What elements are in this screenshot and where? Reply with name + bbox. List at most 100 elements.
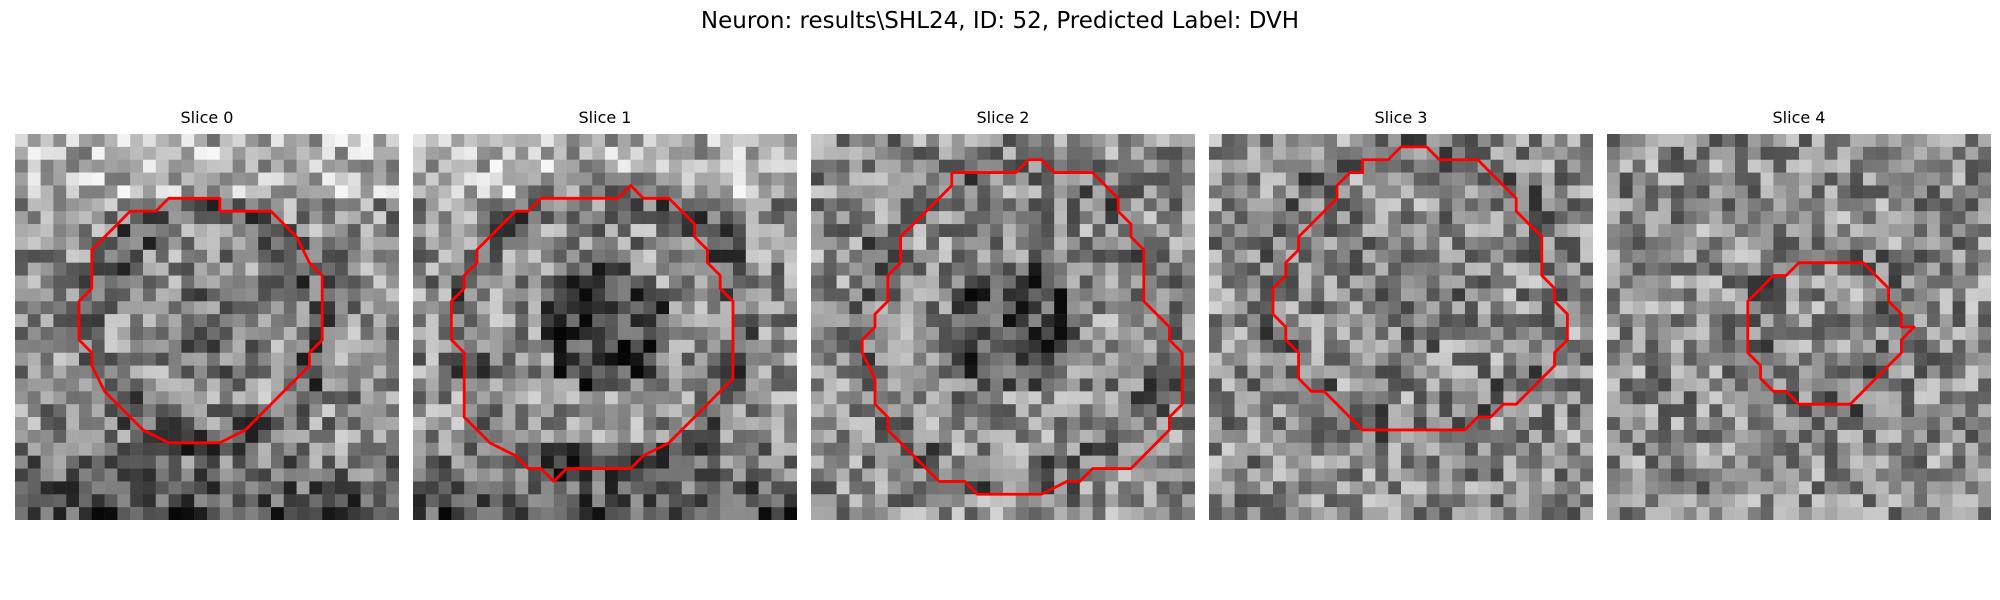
- image-pixel: [1735, 352, 1749, 366]
- image-pixel: [438, 455, 452, 469]
- image-pixel: [1285, 378, 1299, 392]
- image-pixel: [79, 275, 93, 289]
- image-pixel: [913, 391, 927, 405]
- image-pixel: [1439, 391, 1453, 405]
- image-pixel: [836, 211, 850, 225]
- image-pixel: [477, 262, 491, 276]
- image-pixel: [926, 339, 940, 353]
- image-pixel: [104, 327, 118, 341]
- image-pixel: [79, 365, 93, 379]
- image-pixel: [104, 365, 118, 379]
- image-pixel: [104, 198, 118, 212]
- image-pixel: [1709, 429, 1723, 444]
- image-pixel: [849, 481, 863, 495]
- image-pixel: [771, 327, 785, 341]
- image-pixel: [1041, 134, 1055, 148]
- image-pixel: [66, 327, 80, 341]
- image-pixel: [1439, 288, 1453, 302]
- image-pixel: [207, 211, 221, 225]
- image-pixel: [990, 455, 1004, 469]
- image-pixel: [155, 455, 169, 469]
- image-pixel: [579, 339, 593, 353]
- image-pixel: [502, 481, 516, 495]
- image-pixel: [720, 224, 734, 238]
- image-pixel: [1156, 275, 1170, 289]
- image-pixel: [232, 146, 246, 160]
- image-pixel: [681, 494, 695, 508]
- image-pixel: [977, 275, 991, 289]
- image-pixel: [1439, 455, 1453, 469]
- image-pixel: [1875, 159, 1889, 173]
- image-pixel: [758, 442, 772, 456]
- image-pixel: [27, 134, 41, 148]
- image-pixel: [1529, 301, 1543, 315]
- image-pixel: [913, 236, 927, 251]
- image-pixel: [1554, 275, 1568, 289]
- image-pixel: [1054, 352, 1068, 366]
- image-pixel: [1760, 494, 1774, 508]
- image-pixel: [386, 301, 399, 315]
- image-pixel: [1465, 288, 1479, 302]
- image-pixel: [771, 481, 785, 495]
- image-pixel: [413, 224, 427, 238]
- image-pixel: [515, 468, 529, 482]
- image-pixel: [360, 185, 374, 199]
- image-pixel: [926, 442, 940, 456]
- image-pixel: [784, 391, 797, 405]
- image-pixel: [1003, 327, 1017, 341]
- image-pixel: [15, 339, 29, 353]
- image-pixel: [219, 314, 233, 328]
- image-pixel: [1079, 301, 1093, 315]
- image-pixel: [811, 339, 825, 353]
- image-pixel: [1131, 301, 1145, 315]
- image-pixel: [1850, 185, 1864, 199]
- image-pixel: [951, 211, 965, 225]
- image-pixel: [143, 275, 157, 289]
- image-pixel: [528, 365, 542, 379]
- image-pixel: [1952, 391, 1966, 405]
- image-pixel: [1735, 262, 1749, 276]
- image-pixel: [617, 365, 631, 379]
- image-pixel: [1580, 185, 1593, 199]
- image-pixel: [964, 198, 978, 212]
- image-pixel: [155, 352, 169, 366]
- image-pixel: [1901, 172, 1915, 186]
- image-pixel: [1580, 327, 1593, 341]
- image-pixel: [1541, 378, 1555, 392]
- image-pixel: [168, 507, 182, 520]
- image-pixel: [27, 429, 41, 444]
- image-pixel: [1580, 417, 1593, 431]
- image-pixel: [1696, 314, 1710, 328]
- image-pixel: [232, 352, 246, 366]
- image-pixel: [1118, 172, 1132, 186]
- image-pixel: [130, 211, 144, 225]
- image-pixel: [1324, 159, 1338, 173]
- image-pixel: [1234, 314, 1248, 328]
- image-pixel: [1092, 339, 1106, 353]
- image-pixel: [707, 404, 721, 418]
- image-pixel: [1349, 378, 1363, 392]
- image-pixel: [1901, 224, 1915, 238]
- image-pixel: [784, 249, 797, 263]
- image-pixel: [271, 172, 285, 186]
- image-pixel: [1965, 224, 1979, 238]
- image-pixel: [1965, 288, 1979, 302]
- image-pixel: [1054, 262, 1068, 276]
- image-pixel: [541, 404, 555, 418]
- image-pixel: [1234, 198, 1248, 212]
- image-pixel: [990, 224, 1004, 238]
- image-pixel: [1875, 185, 1889, 199]
- image-pixel: [1015, 507, 1029, 520]
- image-pixel: [1362, 404, 1376, 418]
- image-pixel: [335, 159, 349, 173]
- image-pixel: [1619, 494, 1633, 508]
- image-pixel: [630, 481, 644, 495]
- image-pixel: [130, 172, 144, 186]
- image-pixel: [489, 468, 503, 482]
- image-pixel: [40, 352, 54, 366]
- image-pixel: [1567, 352, 1581, 366]
- image-pixel: [1388, 442, 1402, 456]
- image-pixel: [1529, 494, 1543, 508]
- image-pixel: [1028, 365, 1042, 379]
- image-pixel: [977, 314, 991, 328]
